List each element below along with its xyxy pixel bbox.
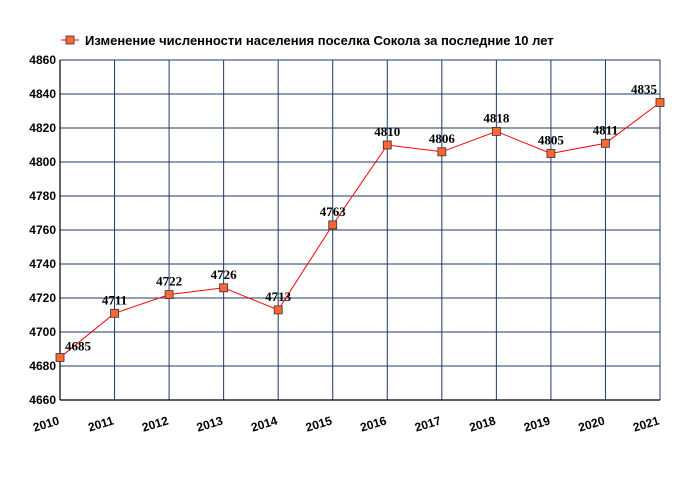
y-tick-label: 4800	[29, 155, 56, 169]
data-point	[55, 353, 65, 362]
data-point	[546, 149, 556, 158]
data-label: 4818	[483, 110, 510, 125]
x-tick-label: 2015	[304, 413, 334, 434]
data-point	[164, 290, 174, 300]
data-label: 4811	[593, 122, 618, 137]
data-label: 4763	[320, 204, 347, 219]
data-points	[55, 98, 665, 362]
data-point	[273, 305, 283, 315]
x-tick-label: 2011	[86, 413, 115, 434]
data-point	[491, 127, 501, 136]
y-tick-label: 4660	[29, 393, 56, 407]
y-tick-label: 4840	[29, 87, 56, 101]
y-tick-label: 4860	[29, 53, 56, 67]
y-tick-label: 4780	[29, 189, 56, 203]
data-point	[601, 138, 610, 148]
x-tick-label: 2021	[631, 413, 661, 434]
x-tick-label: 2014	[249, 413, 279, 434]
x-tick-label: 2019	[522, 413, 552, 434]
y-tick-label: 4700	[29, 325, 56, 339]
x-tick-label: 2016	[359, 413, 389, 434]
y-tick-label: 4720	[29, 291, 56, 305]
x-tick-label: 2010	[31, 413, 61, 434]
x-tick-label: 2017	[413, 413, 443, 434]
data-label: 4810	[374, 124, 400, 139]
data-label: 4722	[156, 274, 182, 289]
data-point	[655, 98, 665, 107]
x-axis-ticks: 2010 2011 2012 2013 2014 2015 2016 2017 2018 2019…	[31, 413, 661, 434]
x-tick-label: 2020	[577, 413, 607, 434]
x-tick-label: 2018	[468, 413, 498, 434]
data-point	[110, 308, 119, 318]
data-label: 4806	[429, 131, 456, 146]
series-line	[59, 102, 661, 358]
data-point	[382, 140, 392, 150]
data-labels: 4685 4711 4722 4726 4713 4763 4810 4806 4818 4805…	[65, 82, 658, 354]
legend: Изменение численности населения поселка …	[61, 33, 554, 48]
data-label: 4726	[211, 267, 238, 282]
grid-lines	[59, 59, 661, 401]
data-label: 4711	[102, 292, 127, 307]
data-point	[219, 283, 229, 293]
legend-label: Изменение численности населения поселка …	[85, 33, 554, 48]
y-tick-label: 4820	[29, 121, 56, 135]
y-tick-label: 4760	[29, 223, 56, 237]
data-label: 4713	[265, 289, 292, 304]
x-tick-label: 2012	[140, 413, 170, 434]
y-tick-label: 4680	[29, 359, 56, 373]
y-tick-label: 4740	[29, 257, 56, 271]
y-axis-ticks: 4660 4680 4700 4720 4740 4760 4780 4800 4820 4840…	[29, 53, 56, 407]
legend-marker	[65, 35, 75, 45]
data-point	[328, 220, 338, 230]
data-label: 4835	[631, 82, 658, 97]
data-point	[437, 147, 447, 157]
x-tick-label: 2013	[195, 413, 225, 434]
data-label: 4685	[65, 339, 92, 354]
data-label: 4805	[538, 133, 565, 148]
